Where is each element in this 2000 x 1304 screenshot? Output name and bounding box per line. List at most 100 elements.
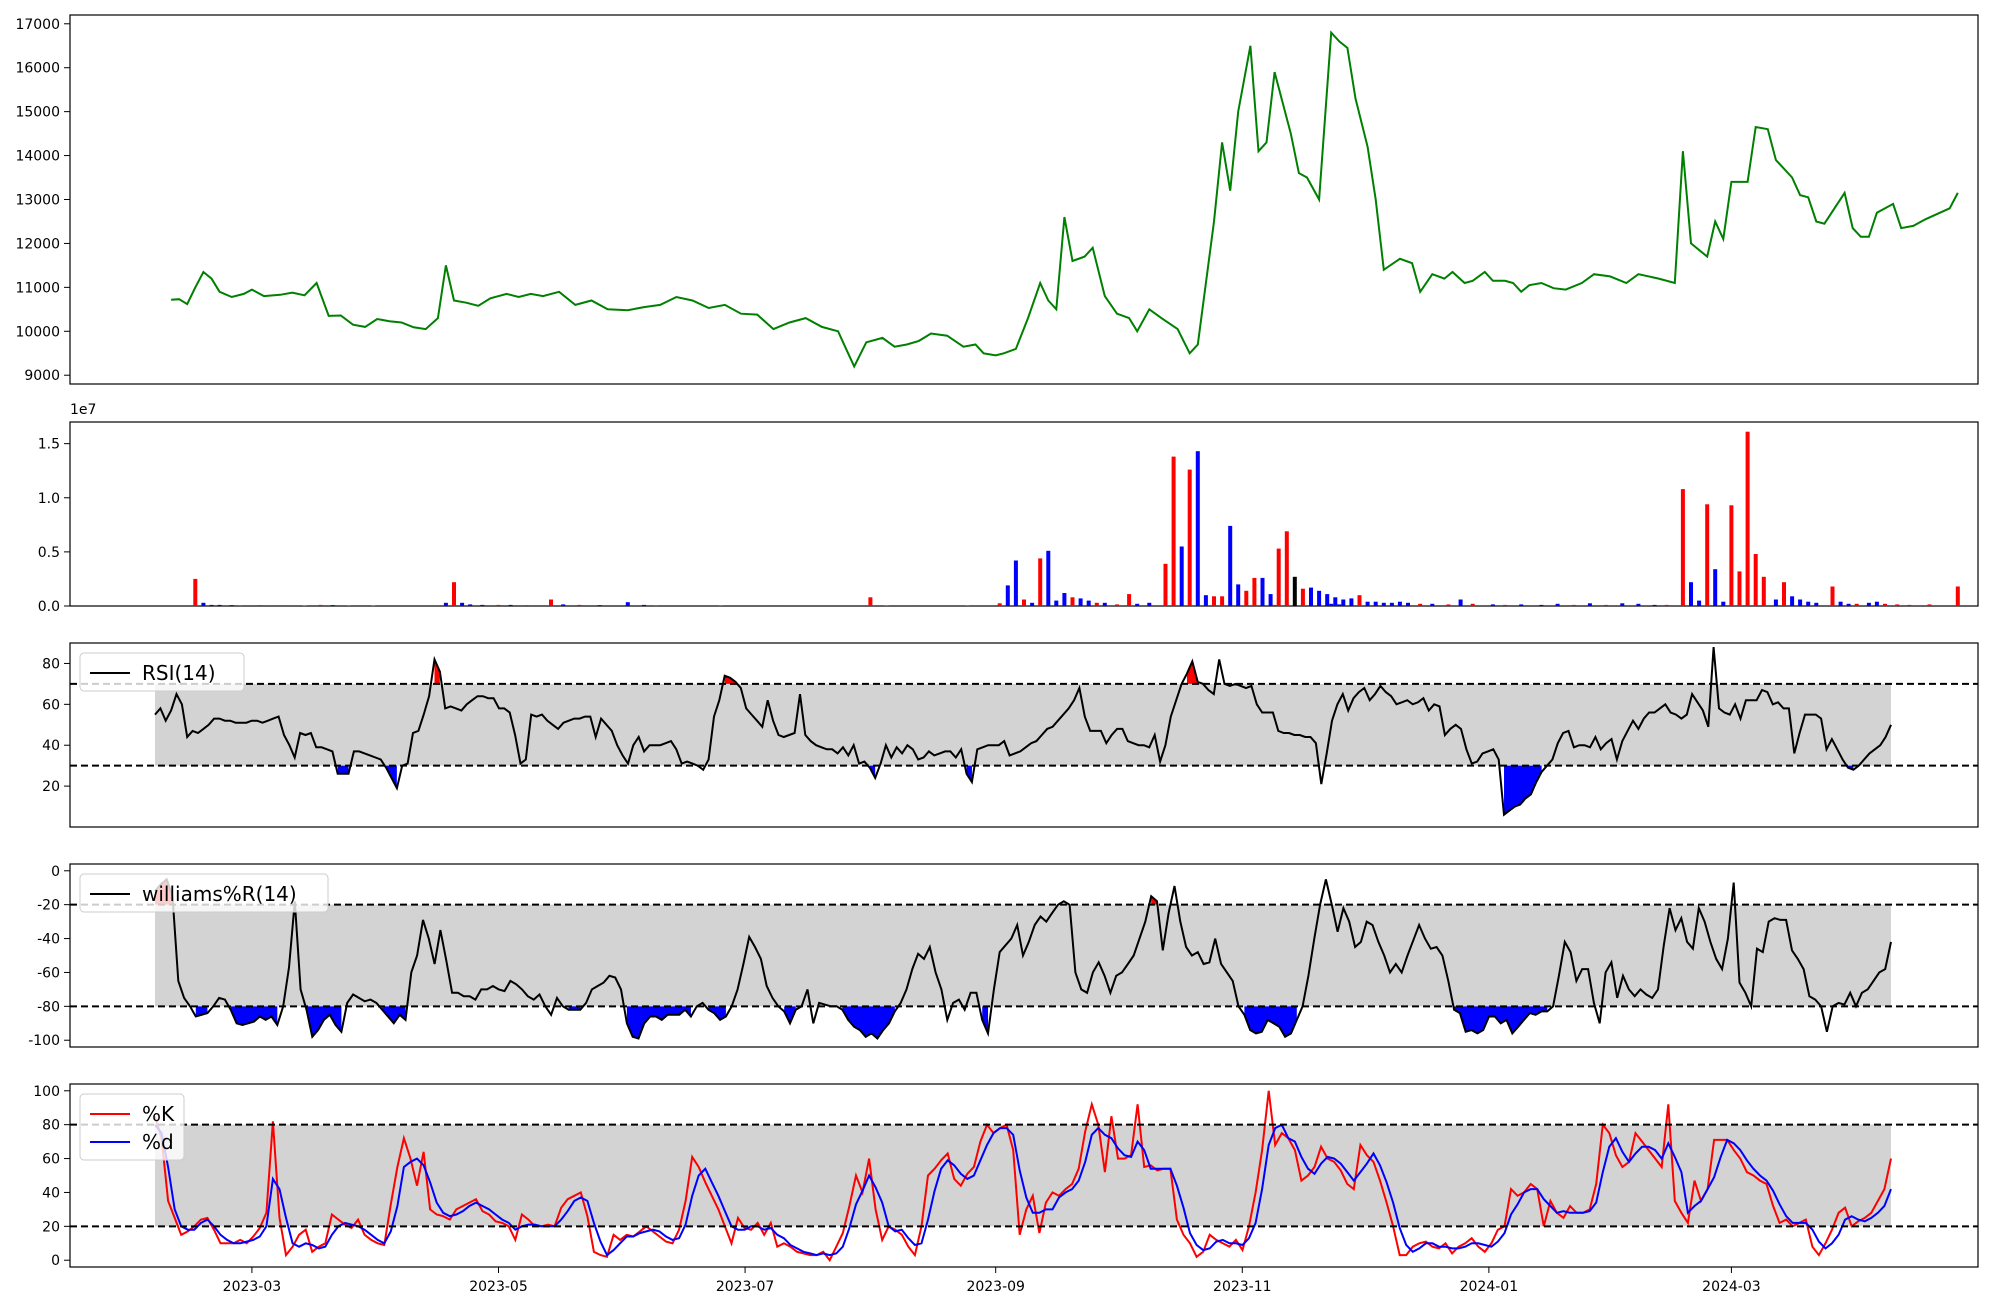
volume-bar bbox=[997, 603, 1002, 606]
volume-bar bbox=[1389, 602, 1394, 606]
oversold-fill bbox=[230, 1006, 278, 1025]
volume-bar bbox=[536, 605, 541, 606]
volume-bar bbox=[1830, 586, 1835, 606]
volume-bar bbox=[1005, 585, 1010, 606]
volume-bar bbox=[1406, 602, 1410, 606]
volume-bar bbox=[577, 604, 582, 606]
volume-bar bbox=[1761, 576, 1766, 606]
volume-bar bbox=[460, 602, 465, 606]
oversold-fill bbox=[306, 1006, 342, 1037]
volume-bar bbox=[1187, 469, 1192, 606]
volume-bar bbox=[1664, 604, 1669, 606]
y-tick-label: 14000 bbox=[15, 149, 60, 165]
volume-bar bbox=[642, 604, 646, 606]
y-tick-label: -40 bbox=[37, 932, 60, 948]
volume-bar bbox=[1163, 563, 1168, 606]
volume-bar bbox=[1866, 602, 1871, 606]
legend-label: %d bbox=[142, 1130, 174, 1154]
oversold-fill bbox=[337, 765, 349, 774]
volume-bar bbox=[452, 582, 456, 606]
volume-bar bbox=[1705, 504, 1710, 606]
volume-bar bbox=[1013, 560, 1018, 606]
x-tick-label: 2023-03 bbox=[223, 1279, 282, 1295]
y-tick-label: 60 bbox=[42, 697, 60, 713]
volume-bar bbox=[625, 602, 630, 606]
legend-box bbox=[79, 652, 245, 692]
volume-bar bbox=[1636, 603, 1641, 606]
volume-bar bbox=[1798, 599, 1803, 606]
stochastic-y-axis: 0 20 40 60 80 100 bbox=[33, 1084, 70, 1269]
volume-bar bbox=[1325, 594, 1330, 606]
volume-bar bbox=[1102, 602, 1107, 606]
volume-bar bbox=[1260, 577, 1265, 606]
volume-bar bbox=[201, 602, 206, 606]
volume-bar bbox=[302, 605, 307, 606]
volume-bar bbox=[1620, 603, 1625, 606]
y-tick-label: 12000 bbox=[15, 236, 60, 252]
y-tick-label: 100 bbox=[33, 1084, 60, 1100]
volume-bar bbox=[1470, 603, 1475, 606]
volume-bar bbox=[1276, 548, 1281, 606]
volume-bar bbox=[1086, 600, 1091, 606]
volume-bar bbox=[217, 604, 222, 606]
y-tick-label: 20 bbox=[42, 779, 60, 795]
volume-bar bbox=[1220, 596, 1225, 606]
y-tick-label: 17000 bbox=[15, 17, 60, 33]
overbought-fill bbox=[434, 659, 440, 684]
volume-bar bbox=[1503, 604, 1507, 606]
volume-panel bbox=[69, 421, 1979, 607]
volume-bar bbox=[1272, 604, 1277, 606]
volume-bar bbox=[229, 605, 234, 606]
volume-bar bbox=[1038, 558, 1043, 606]
x-tick-label: 2024-03 bbox=[1702, 1279, 1761, 1295]
volume-bar bbox=[1212, 596, 1216, 606]
volume-bar bbox=[597, 605, 602, 606]
volume-bar bbox=[1806, 601, 1811, 606]
volume-bar bbox=[468, 604, 473, 606]
williams-r-legend: williams%R(14) bbox=[79, 873, 329, 913]
volume-bar bbox=[1697, 600, 1702, 606]
stochastic-panel bbox=[69, 1083, 1979, 1268]
stochastic-legend: %K %d bbox=[79, 1093, 185, 1161]
volume-bar bbox=[718, 605, 723, 606]
volume-bar bbox=[193, 578, 198, 606]
legend-box bbox=[79, 873, 329, 913]
x-tick-label: 2024-01 bbox=[1460, 1279, 1519, 1295]
y-tick-label: 80 bbox=[42, 656, 60, 672]
volume-bar bbox=[1418, 603, 1423, 606]
y-tick-label: -100 bbox=[28, 1033, 60, 1049]
x-tick-label: 2023-11 bbox=[1213, 1279, 1272, 1295]
volume-bar bbox=[965, 605, 970, 606]
y-tick-label: 13000 bbox=[15, 193, 60, 209]
y-tick-label: -20 bbox=[37, 898, 60, 914]
volume-bar bbox=[1179, 546, 1184, 606]
y-tick-label: -60 bbox=[37, 965, 60, 981]
y-tick-label: 60 bbox=[42, 1152, 60, 1168]
volume-bar bbox=[1317, 590, 1322, 606]
y-tick-label: 0 bbox=[51, 864, 60, 880]
rsi-legend: RSI(14) bbox=[79, 652, 245, 692]
volume-bar bbox=[508, 604, 513, 606]
volume-bar bbox=[359, 605, 364, 606]
volume-bar bbox=[1430, 603, 1435, 606]
volume-bar bbox=[1349, 598, 1354, 606]
volume-bar bbox=[1054, 600, 1059, 606]
volume-bar bbox=[1127, 594, 1132, 606]
volume-bar bbox=[912, 605, 917, 606]
volume-bar bbox=[1022, 599, 1026, 606]
volume-bar bbox=[524, 605, 529, 606]
volume-bar bbox=[1365, 601, 1370, 606]
volume-bar bbox=[1397, 601, 1402, 606]
x-tick-label: 2023-07 bbox=[716, 1279, 775, 1295]
volume-bar bbox=[1458, 599, 1463, 606]
volume-bar bbox=[1373, 601, 1378, 606]
overbought-fill bbox=[1186, 661, 1198, 684]
rsi-line bbox=[154, 647, 1892, 817]
volume-bar bbox=[1846, 603, 1851, 606]
volume-bar bbox=[1907, 604, 1912, 606]
volume-bar bbox=[1587, 603, 1592, 606]
volume-bar bbox=[278, 605, 283, 606]
volume-bar bbox=[1115, 604, 1119, 606]
volume-bar bbox=[561, 604, 566, 606]
oversold-fill bbox=[966, 765, 972, 783]
